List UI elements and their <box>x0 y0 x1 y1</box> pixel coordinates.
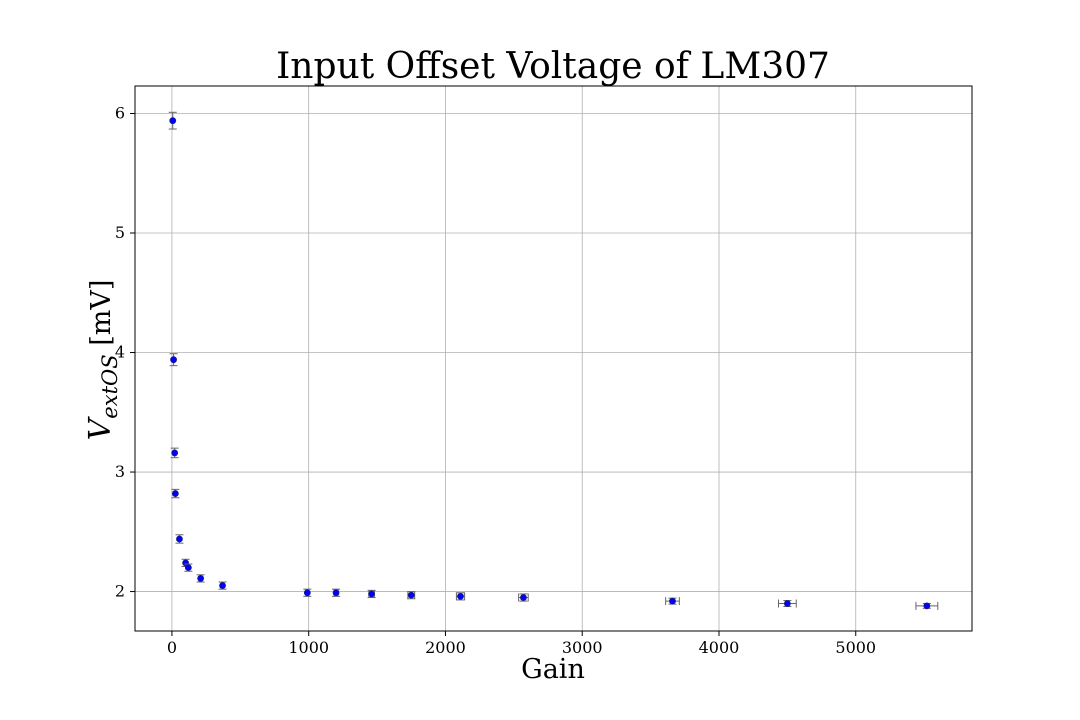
data-marker <box>457 592 464 600</box>
x-tick-label: 0 <box>167 638 177 657</box>
y-tick-label: 4 <box>115 343 125 362</box>
data-point <box>407 591 416 600</box>
data-point <box>175 534 184 544</box>
y-axis-label-main: V <box>83 415 118 440</box>
grid-lines <box>135 86 972 631</box>
data-point <box>196 574 205 583</box>
data-marker <box>171 449 179 457</box>
x-tick-label: 2000 <box>425 638 466 657</box>
data-marker <box>303 589 311 597</box>
data-point <box>184 563 193 572</box>
data-point <box>168 111 177 130</box>
y-tick-label: 6 <box>115 103 125 122</box>
x-tick-label: 5000 <box>835 638 876 657</box>
data-marker <box>923 602 931 610</box>
data-point <box>455 592 466 601</box>
data-point <box>169 353 178 367</box>
data-marker <box>184 564 192 572</box>
data-marker <box>783 600 791 607</box>
data-point <box>170 447 179 459</box>
y-axis-label-unit: [mV] <box>86 280 117 355</box>
data-marker <box>332 589 340 597</box>
data-marker <box>669 597 676 605</box>
data-marker <box>368 590 376 598</box>
x-tick-label: 3000 <box>562 638 603 657</box>
data-marker <box>170 356 177 364</box>
data-points <box>168 111 939 610</box>
data-marker <box>171 490 179 497</box>
data-point <box>665 597 680 606</box>
data-point <box>367 589 376 599</box>
y-axis-label-subscript: extOS <box>98 354 122 418</box>
x-axis-label: Gain <box>521 654 585 685</box>
plot-frame <box>134 85 973 632</box>
data-point <box>171 488 180 499</box>
data-point <box>518 593 529 602</box>
y-tick-label: 3 <box>115 462 125 481</box>
axis-ticks: 0 1000 2000 3000 4000 5000 2 3 4 5 6 <box>115 103 876 657</box>
x-tick-label: 1000 <box>288 638 329 657</box>
chart-title: Input Offset Voltage of LM307 <box>276 46 830 87</box>
x-tick-label: 4000 <box>699 638 740 657</box>
data-marker <box>219 582 226 589</box>
data-marker <box>176 535 183 543</box>
y-axis-label: VextOS [mV] <box>83 280 122 441</box>
data-point <box>777 599 797 608</box>
data-point <box>303 588 312 597</box>
data-marker <box>169 117 177 125</box>
data-point <box>332 588 341 597</box>
data-point <box>218 581 227 590</box>
data-marker <box>407 591 415 599</box>
data-point <box>915 601 939 610</box>
data-marker <box>520 594 527 601</box>
data-marker <box>197 575 205 582</box>
y-tick-label: 5 <box>115 223 125 242</box>
y-tick-label: 2 <box>115 582 125 601</box>
